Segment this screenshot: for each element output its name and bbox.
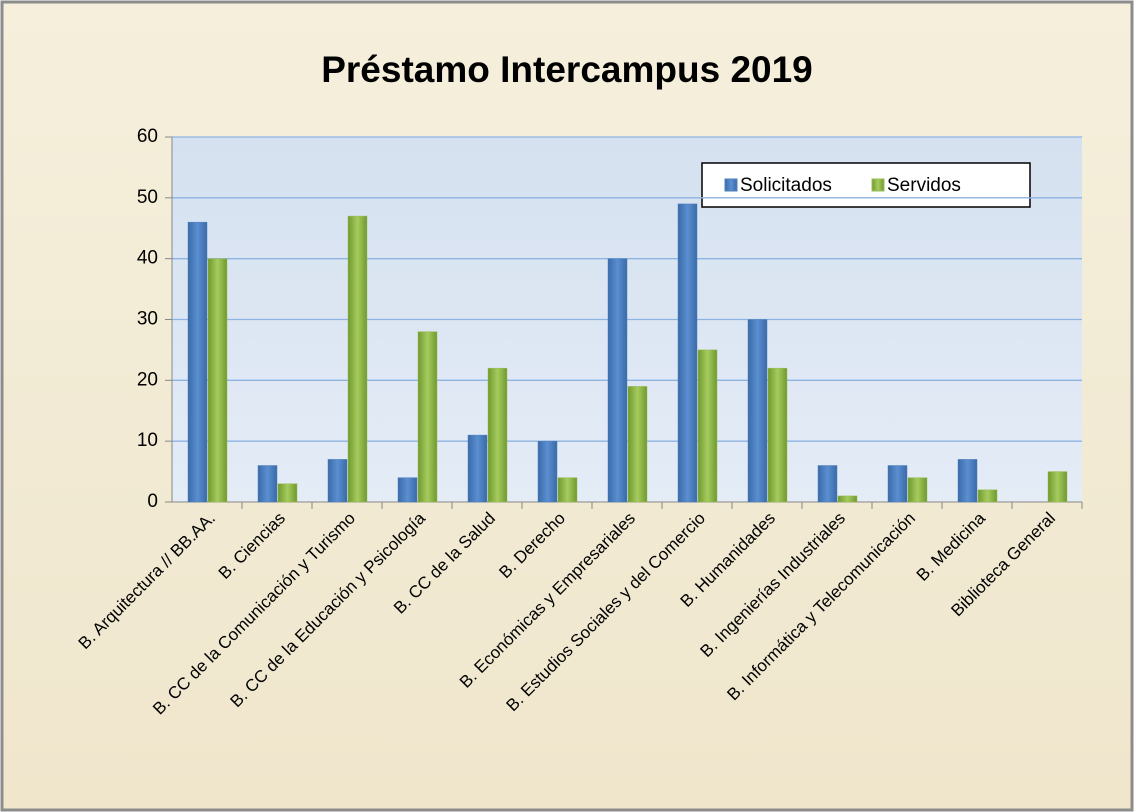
bar xyxy=(767,367,788,503)
bar xyxy=(1047,471,1068,503)
bar xyxy=(677,203,698,503)
bar xyxy=(347,215,368,503)
y-tick-label: 40 xyxy=(137,248,158,269)
bar xyxy=(417,331,438,503)
bar xyxy=(977,489,998,503)
bar xyxy=(907,477,928,503)
bar xyxy=(257,465,278,503)
bar xyxy=(487,367,508,503)
y-tick-label: 30 xyxy=(137,309,158,330)
bar xyxy=(697,349,718,503)
bar xyxy=(397,477,418,503)
legend-swatch xyxy=(724,178,738,192)
y-tick-label: 10 xyxy=(137,430,158,451)
bar xyxy=(187,221,208,503)
y-tick-label: 0 xyxy=(147,491,158,512)
legend-swatch xyxy=(871,178,885,192)
legend-label: Servidos xyxy=(887,175,961,196)
y-tick-label: 20 xyxy=(137,369,158,390)
y-tick-label: 60 xyxy=(137,126,158,147)
legend-box xyxy=(701,162,1031,208)
bar xyxy=(957,459,978,503)
chart-title: Préstamo Intercampus 2019 xyxy=(321,49,813,90)
bar xyxy=(557,477,578,503)
bar xyxy=(327,459,348,503)
y-tick-label: 50 xyxy=(137,187,158,208)
bar xyxy=(277,483,298,503)
legend: Solicitados Servidos xyxy=(701,162,1031,208)
bar xyxy=(887,465,908,503)
bar xyxy=(837,495,858,503)
bar xyxy=(537,440,558,503)
bar xyxy=(627,386,648,503)
bar xyxy=(207,258,228,503)
bar xyxy=(467,434,488,503)
bar xyxy=(607,258,628,503)
bar xyxy=(747,319,768,503)
bar xyxy=(817,465,838,503)
legend-label: Solicitados xyxy=(740,175,832,196)
